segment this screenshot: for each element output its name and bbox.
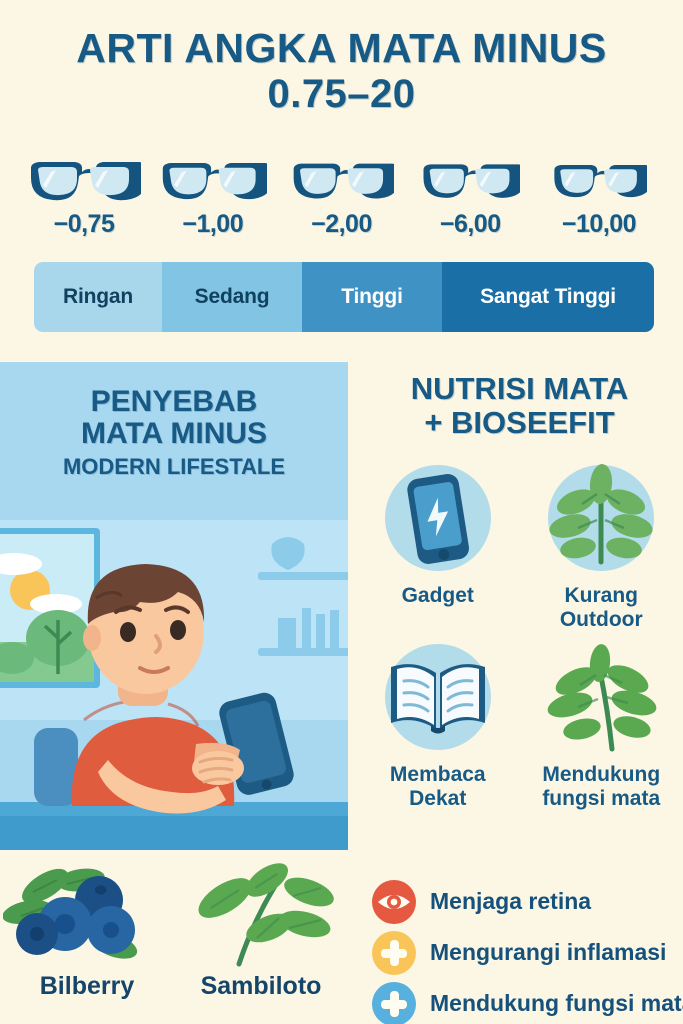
sambiloto-leaf-icon [177,858,345,968]
nutrition-label-kurang-outdoor: Kurang Outdoor [520,584,683,631]
benefit-label: Mengurangi inflamasi [430,939,667,965]
open-book-icon [379,641,497,759]
nutrition-label-line-2: fungsi mata [542,786,661,810]
causes-heading: PENYEBAB MATA MINUS MODERN LIFESTALE [0,362,348,480]
plus-icon [372,981,416,1024]
dioptre-value: −10,00 [561,210,637,238]
causes-panel: PENYEBAB MATA MINUS MODERN LIFESTALE [0,362,348,850]
dioptre-item: −6,00 [410,158,530,239]
benefits-list: Menjaga retina Mengurangi inflamasi Mend… [372,876,683,1024]
page-title: ARTI ANGKA MATA MINUS 0.75–20 [0,25,683,117]
severity-bar: Ringan Sedang Tinggi Sangat Tinggi [34,262,654,332]
ingredient-label-bilberry: Bilberry [39,972,135,1000]
nutrition-label-line-1: Mendukung [542,763,661,787]
glasses-icon [539,158,659,204]
severity-segment-sangat-tinggi: Sangat Tinggi [442,262,654,332]
glasses-icon [24,158,144,204]
bilberry-icon [3,858,171,968]
nutrition-item-gadget: Gadget [356,462,520,631]
glasses-icon [410,158,530,204]
severity-segment-tinggi: Tinggi [302,262,442,332]
plus-icon [372,930,416,975]
nutrition-label-line-1: Membaca [389,763,486,787]
causes-heading-line-2: MATA MINUS [80,417,268,451]
dioptre-item: −2,00 [282,158,402,239]
plant-icon [542,462,660,580]
nutrition-panel: NUTRISI MATA + BIOSEEFIT [356,371,683,810]
plus-vertical-bar [389,990,399,1017]
nutrition-label-mendukung-fungsi-mata: Mendukung fungsi mata [520,763,683,810]
severity-segment-sedang: Sedang [162,262,302,332]
eye-icon [372,879,416,924]
smartphone-icon [379,462,497,580]
nutrition-label-line-1: Kurang [564,584,639,608]
nutrition-heading-line-1: NUTRISI MATA [410,371,629,406]
causes-subheading: MODERN LIFESTALE [62,454,286,480]
nutrition-item-mendukung-fungsi-mata: Mendukung fungsi mata [520,641,683,810]
nutrition-label-gadget: Gadget [401,584,474,608]
dioptre-value: −6,00 [439,210,501,238]
benefit-label: Menjaga retina [430,888,592,914]
ingredient-sambiloto: Sambiloto [177,858,345,1001]
glasses-icon [153,158,273,204]
dioptre-value: −2,00 [311,210,372,238]
benefit-item-menjaga-retina: Menjaga retina [372,876,683,927]
title-line-2: 0.75–20 [267,71,416,116]
benefit-item-mengurangi-inflamasi: Mengurangi inflamasi [372,927,683,978]
nutrition-item-membaca-dekat: Membaca Dekat [356,641,520,810]
dioptre-item: −0,75 [24,158,144,239]
severity-segment-ringan: Ringan [34,262,162,332]
dioptre-item: −10,00 [539,158,659,239]
ingredients-row: Bilberry Sambiloto [0,858,348,1001]
benefit-item-mendukung-fungsi-mata: Mendukung fungsi mata [372,978,683,1024]
nutrition-label-line-2: Dekat [409,786,467,810]
glasses-icon [282,158,402,204]
nutrition-label-line-2: Outdoor [559,607,643,631]
dioptre-scale: −0,75 −1,00 [24,158,659,239]
boy-using-phone-illustration [0,520,348,850]
nutrition-item-kurang-outdoor: Kurang Outdoor [520,462,683,631]
nutrition-heading-line-2: + BIOSEEFIT [424,405,615,441]
ingredient-bilberry: Bilberry [3,858,171,1001]
dioptre-value: −0,75 [53,210,115,238]
title-line-1: ARTI ANGKA MATA MINUS [76,25,607,71]
dioptre-item: −1,00 [153,158,273,239]
leaf-sprig-icon [542,641,660,759]
nutrition-grid: Gadget [356,462,683,810]
benefit-label: Mendukung fungsi mata [430,990,683,1016]
ingredient-label-sambiloto: Sambiloto [200,972,322,1000]
dioptre-value: −1,00 [182,210,244,238]
plus-vertical-bar [389,939,399,966]
nutrition-heading: NUTRISI MATA + BIOSEEFIT [356,371,683,441]
nutrition-label-membaca-dekat: Membaca Dekat [356,763,520,810]
causes-heading-line-1: PENYEBAB [90,385,258,418]
